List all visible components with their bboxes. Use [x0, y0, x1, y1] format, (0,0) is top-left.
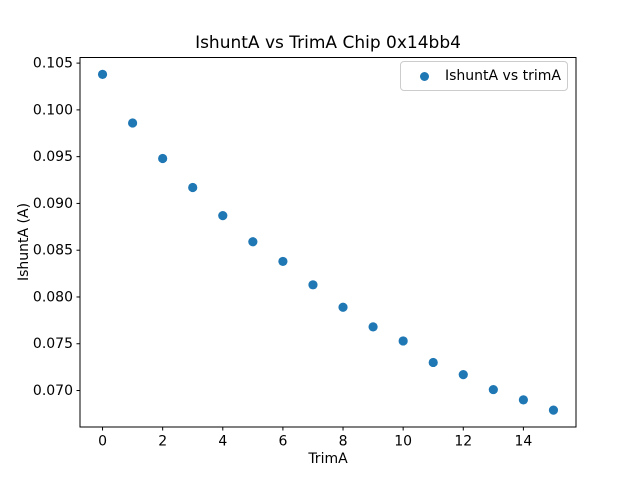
scatter-point	[128, 118, 138, 128]
chart-title: IshuntA vs TrimA Chip 0x14bb4	[195, 33, 461, 53]
x-tick-label: 8	[339, 434, 348, 450]
scatter-point	[368, 322, 378, 332]
scatter-point	[518, 395, 528, 405]
y-tick-label: 0.075	[33, 336, 73, 352]
axes-frame	[79, 57, 577, 428]
scatter-point	[428, 357, 438, 368]
x-tick-label: 2	[158, 434, 167, 450]
scatter-point	[398, 336, 408, 346]
scatter-point	[218, 210, 228, 221]
scatter-point	[308, 280, 318, 290]
y-tick-label: 0.100	[33, 102, 73, 118]
x-tick-label: 10	[394, 434, 412, 450]
scatter-point	[158, 153, 168, 164]
scatter-point	[278, 256, 288, 267]
scatter-point	[338, 302, 348, 312]
x-tick-label: 12	[454, 434, 472, 450]
x-tick-label: 0	[98, 434, 107, 450]
y-axis-label: IshuntA (A)	[16, 202, 32, 282]
x-axis-label: TrimA	[308, 451, 348, 467]
x-tick-label: 4	[218, 434, 227, 450]
y-tick-label: 0.085	[33, 243, 73, 259]
scatter-marker-icon	[420, 71, 429, 81]
y-tick-label: 0.095	[33, 149, 73, 165]
scatter-point	[458, 370, 468, 380]
scatter-point	[548, 405, 559, 415]
scatter-point	[97, 69, 108, 79]
scatter-point	[188, 182, 198, 193]
y-tick-label: 0.105	[33, 56, 73, 72]
scatter-point	[248, 237, 258, 247]
x-tick-label: 6	[278, 434, 287, 450]
y-tick-label: 0.090	[33, 196, 73, 212]
legend-label: IshuntA vs trimA	[445, 68, 561, 84]
y-tick-label: 0.070	[33, 383, 73, 399]
y-tick-label: 0.080	[33, 289, 73, 305]
x-tick-label: 14	[514, 434, 532, 450]
scatter-point	[488, 384, 498, 395]
legend: IshuntA vs trimA	[400, 61, 568, 91]
